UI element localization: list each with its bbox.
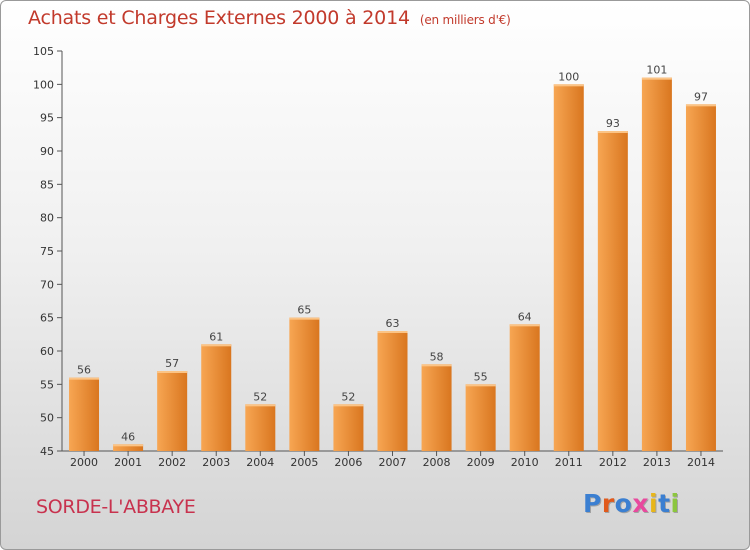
logo-letter: t	[658, 489, 671, 518]
logo-letter: x	[632, 489, 649, 518]
bar-highlight	[201, 344, 232, 347]
data-label: 61	[209, 330, 223, 343]
data-label: 100	[558, 70, 579, 83]
y-tick-label: 50	[40, 412, 54, 425]
data-label: 93	[606, 117, 620, 130]
data-label: 52	[341, 390, 355, 403]
x-tick-label: 2002	[158, 456, 186, 469]
y-tick-label: 55	[40, 378, 54, 391]
x-tick-label: 2004	[246, 456, 274, 469]
data-label: 101	[646, 64, 667, 77]
y-tick-label: 70	[40, 278, 54, 291]
y-tick-label: 95	[40, 112, 54, 125]
bar-highlight	[421, 364, 452, 367]
bar-highlight	[69, 377, 100, 380]
x-tick-label: 2003	[202, 456, 230, 469]
bar-highlight	[553, 84, 584, 87]
bar-2004	[245, 404, 276, 451]
data-label: 97	[694, 90, 708, 103]
bar-2008	[421, 364, 452, 451]
bar-2002	[157, 371, 188, 451]
x-tick-label: 2007	[379, 456, 407, 469]
chart-bars	[69, 77, 716, 452]
data-label: 65	[297, 304, 311, 317]
x-tick-label: 2014	[687, 456, 715, 469]
data-label: 52	[253, 390, 267, 403]
bar-highlight	[377, 331, 408, 333]
proxiti-logo: Proxiti	[583, 489, 680, 518]
chart-subtitle: (en milliers d'€)	[419, 13, 511, 27]
bar-2012	[597, 131, 628, 451]
x-tick-label: 2010	[511, 456, 539, 469]
chart-title: Achats et Charges Externes 2000 à 2014 (e…	[28, 7, 511, 29]
commune-name: SORDE-L'ABBAYE	[36, 496, 196, 518]
logo-letter: P	[583, 489, 602, 518]
y-tick-label: 45	[40, 445, 54, 458]
chart-data-labels: 56 46 57 61 52 65 52 63 58 55 64 100 93 101 97	[77, 64, 708, 444]
y-tick-label: 100	[33, 78, 54, 91]
logo-letter: r	[601, 489, 615, 518]
x-tick-label: 2005	[290, 456, 318, 469]
y-tick-label: 75	[40, 245, 54, 258]
bar-2005	[289, 317, 320, 451]
y-tick-label: 105	[33, 45, 54, 58]
bar-2009	[465, 384, 496, 451]
bar-2010	[509, 324, 540, 451]
x-tick-label: 2011	[555, 456, 583, 469]
chart-title-text: Achats et Charges Externes 2000 à 2014	[28, 7, 410, 29]
data-label: 56	[77, 364, 91, 377]
bar-2000	[69, 377, 100, 451]
data-label: 46	[121, 430, 135, 443]
bar-2014	[685, 104, 716, 451]
x-tick-label: 2006	[334, 456, 362, 469]
bar-2007	[377, 331, 408, 451]
y-tick-label: 80	[40, 212, 54, 225]
x-tick-label: 2009	[467, 456, 495, 469]
bar-highlight	[245, 404, 276, 407]
data-label: 64	[518, 310, 532, 323]
bar-highlight	[509, 324, 540, 327]
bar-highlight	[597, 131, 628, 133]
bar-highlight	[465, 384, 496, 387]
bar-2003	[201, 344, 232, 451]
x-tick-label: 2012	[599, 456, 627, 469]
x-tick-label: 2013	[643, 456, 671, 469]
bar-highlight	[641, 77, 672, 80]
logo-letter: o	[614, 489, 633, 518]
bar-highlight	[685, 104, 716, 107]
x-tick-label: 2000	[70, 456, 98, 469]
bar-2001	[113, 444, 144, 451]
y-tick-label: 90	[40, 145, 54, 158]
bar-highlight	[333, 404, 364, 407]
bar-highlight	[113, 444, 144, 447]
logo-letter: i	[649, 489, 659, 518]
bar-2006	[333, 404, 364, 451]
bar-highlight	[157, 371, 188, 373]
bar-2011	[553, 84, 584, 451]
x-tick-label: 2001	[114, 456, 142, 469]
bar-highlight	[289, 317, 320, 320]
bar-2013	[641, 77, 672, 452]
y-tick-label: 60	[40, 345, 54, 358]
y-tick-label: 85	[40, 178, 54, 191]
data-label: 58	[430, 350, 444, 363]
y-tick-label: 65	[40, 312, 54, 325]
logo-letter: i	[670, 489, 680, 518]
data-label: 63	[386, 317, 400, 330]
x-tick-label: 2008	[423, 456, 451, 469]
data-label: 57	[165, 357, 179, 370]
data-label: 55	[474, 370, 488, 383]
